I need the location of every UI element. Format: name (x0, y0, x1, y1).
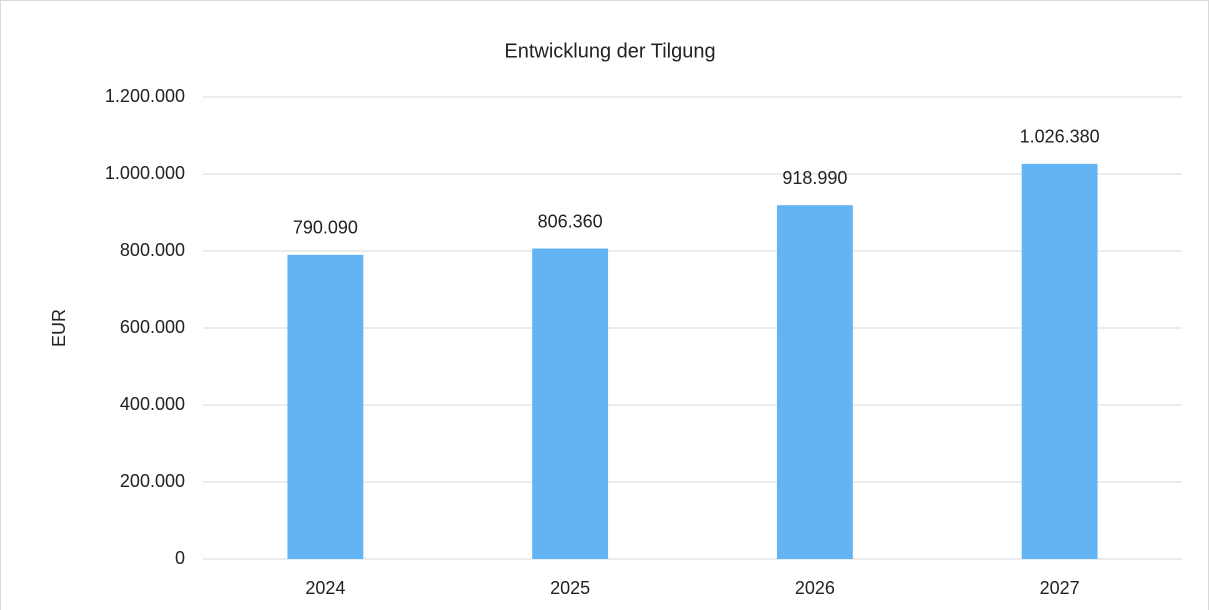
y-tick-label: 200.000 (120, 471, 185, 491)
value-label: 1.026.380 (1020, 127, 1100, 147)
y-tick-label: 600.000 (120, 317, 185, 337)
x-tick-label: 2026 (795, 578, 835, 598)
y-tick-label: 800.000 (120, 240, 185, 260)
chart-title: Entwicklung der Tilgung (504, 40, 715, 62)
bar (776, 205, 853, 559)
y-tick-label: 1.000.000 (105, 163, 185, 183)
value-label: 918.990 (782, 168, 847, 188)
x-tick-label: 2025 (550, 578, 590, 598)
y-tick-label: 400.000 (120, 394, 185, 414)
bar (287, 254, 364, 559)
x-tick-label: 2024 (305, 578, 345, 598)
y-tick-label: 0 (175, 548, 185, 568)
x-tick-label: 2027 (1040, 578, 1080, 598)
bar (532, 248, 609, 560)
y-tick-label: 1.200.000 (105, 86, 185, 106)
value-label: 806.360 (538, 211, 603, 231)
y-axis-label: EUR (49, 309, 69, 347)
bar (1021, 163, 1098, 560)
value-label: 790.090 (293, 218, 358, 238)
